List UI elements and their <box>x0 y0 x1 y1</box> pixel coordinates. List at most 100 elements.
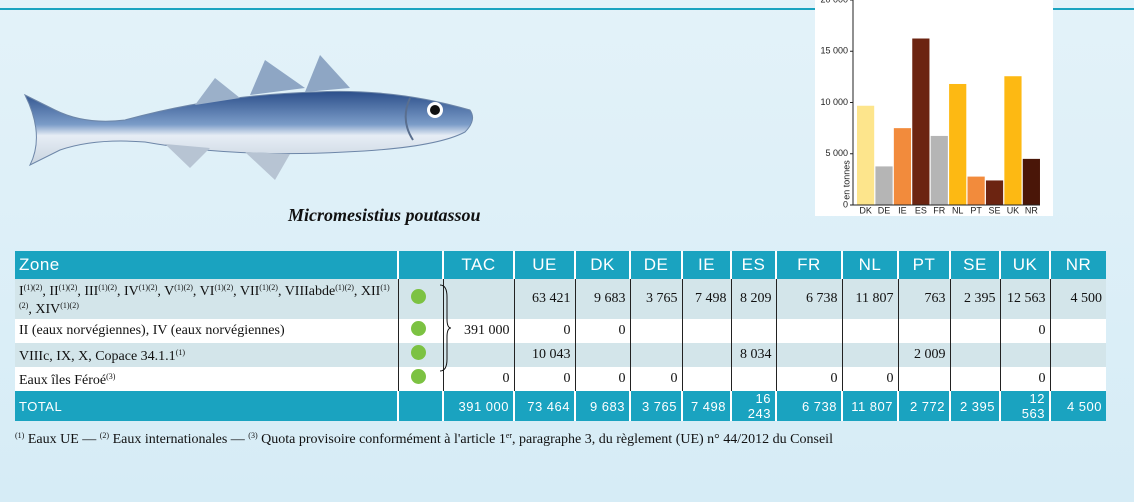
x-tick-label: PT <box>970 205 982 215</box>
bar <box>986 180 1003 205</box>
value-cell <box>731 367 776 391</box>
page: Micromesistius poutassou en tonnes 0 5 00… <box>0 0 1134 502</box>
zone-cell: I(1)(2), II(1)(2), III(1)(2), IV(1)(2), … <box>15 279 398 319</box>
total-label: TOTAL <box>15 391 398 421</box>
column-header: NR <box>1050 251 1106 279</box>
status-dot <box>411 345 426 360</box>
text: VIIIc, IX, X, Copace 34.1.1 <box>19 349 176 364</box>
text: , paragraphe 3, du règlement (UE) n° 44/… <box>512 432 833 447</box>
bar <box>912 39 929 205</box>
column-header: FR <box>776 251 842 279</box>
value-cell: 9 683 <box>575 279 630 319</box>
value-cell: 10 043 <box>514 343 575 367</box>
value-cell: 0 <box>514 367 575 391</box>
bar <box>894 128 911 205</box>
brace <box>438 283 452 373</box>
value-cell: 0 <box>1000 319 1050 343</box>
status-dot <box>411 369 426 384</box>
x-tick-label: NL <box>952 205 964 215</box>
superscript: (1)(2) <box>335 283 354 292</box>
quota-table: ZoneTACUEDKDEIEESFRNLPTSEUKNR I(1)(2), I… <box>15 251 1106 421</box>
x-tick-label: DE <box>878 205 891 215</box>
value-cell: 12 563 <box>1000 279 1050 319</box>
total-cell: 2 395 <box>950 391 1000 421</box>
bar <box>875 166 892 205</box>
value-cell: 0 <box>575 319 630 343</box>
y-axis-label: en tonnes <box>841 160 851 200</box>
text: Eaux internationales — <box>109 432 248 447</box>
footnote: (1) Eaux UE — (2) Eaux internationales —… <box>15 431 833 448</box>
value-cell: 4 500 <box>1050 279 1106 319</box>
value-cell <box>682 343 731 367</box>
value-cell: 0 <box>1000 367 1050 391</box>
value-cell <box>950 319 1000 343</box>
value-cell <box>842 319 898 343</box>
zone-cell: VIIIc, IX, X, Copace 34.1.1(1) <box>15 343 398 367</box>
x-tick-label: FR <box>933 205 945 215</box>
value-cell: 0 <box>776 367 842 391</box>
total-cell: 9 683 <box>575 391 630 421</box>
bar <box>1004 76 1021 205</box>
column-header: UE <box>514 251 575 279</box>
value-cell <box>1050 319 1106 343</box>
y-tick-label: 5 000 <box>825 148 848 158</box>
value-cell <box>898 367 950 391</box>
fish-illustration <box>15 40 485 200</box>
column-header: IE <box>682 251 731 279</box>
x-tick-label: NR <box>1025 205 1038 215</box>
column-header: ES <box>731 251 776 279</box>
column-header: DE <box>630 251 682 279</box>
status-dot <box>411 321 426 336</box>
superscript: (1)(2) <box>174 283 193 292</box>
species-caption: Micromesistius poutassou <box>288 205 481 226</box>
total-cell: 11 807 <box>842 391 898 421</box>
value-cell: 63 421 <box>514 279 575 319</box>
column-header <box>398 251 443 279</box>
total-cell: 3 765 <box>630 391 682 421</box>
value-cell: 0 <box>575 367 630 391</box>
total-row: TOTAL391 00073 4649 6833 7657 49816 2436… <box>15 391 1106 421</box>
text: , VIIIabde <box>278 284 335 299</box>
value-cell <box>443 279 514 319</box>
value-cell <box>776 343 842 367</box>
value-cell: 2 009 <box>898 343 950 367</box>
y-tick-label: 10 000 <box>820 97 848 107</box>
superscript: (1)(2) <box>60 301 79 310</box>
status-cell <box>398 319 443 343</box>
total-cell: 16 243 <box>731 391 776 421</box>
bar <box>931 136 948 205</box>
text: , XIV <box>28 302 60 317</box>
x-tick-label: DK <box>859 205 872 215</box>
superscript: (1)(2) <box>98 283 117 292</box>
superscript: (1)(2) <box>24 283 43 292</box>
zone-cell: Eaux îles Féroé(3) <box>15 367 398 391</box>
superscript: (3) <box>248 431 257 440</box>
superscript: (3) <box>106 372 115 381</box>
value-cell <box>950 367 1000 391</box>
column-header: SE <box>950 251 1000 279</box>
table-row: I(1)(2), II(1)(2), III(1)(2), IV(1)(2), … <box>15 279 1106 319</box>
column-header: TAC <box>443 251 514 279</box>
y-tick-label: 0 <box>843 199 848 209</box>
value-cell: 11 807 <box>842 279 898 319</box>
value-cell: 0 <box>630 367 682 391</box>
value-cell <box>630 319 682 343</box>
value-cell <box>898 319 950 343</box>
status-cell <box>398 279 443 319</box>
superscript: (1) <box>15 431 24 440</box>
value-cell <box>630 343 682 367</box>
column-header: NL <box>842 251 898 279</box>
value-cell <box>731 319 776 343</box>
text: , IV <box>117 284 139 299</box>
value-cell: 0 <box>514 319 575 343</box>
value-cell: 0 <box>443 367 514 391</box>
total-spacer <box>398 391 443 421</box>
table-body: I(1)(2), II(1)(2), III(1)(2), IV(1)(2), … <box>15 279 1106 421</box>
value-cell: 7 498 <box>682 279 731 319</box>
value-cell <box>1050 343 1106 367</box>
x-tick-label: ES <box>915 205 927 215</box>
value-cell: 6 738 <box>776 279 842 319</box>
value-cell <box>842 343 898 367</box>
status-cell <box>398 343 443 367</box>
